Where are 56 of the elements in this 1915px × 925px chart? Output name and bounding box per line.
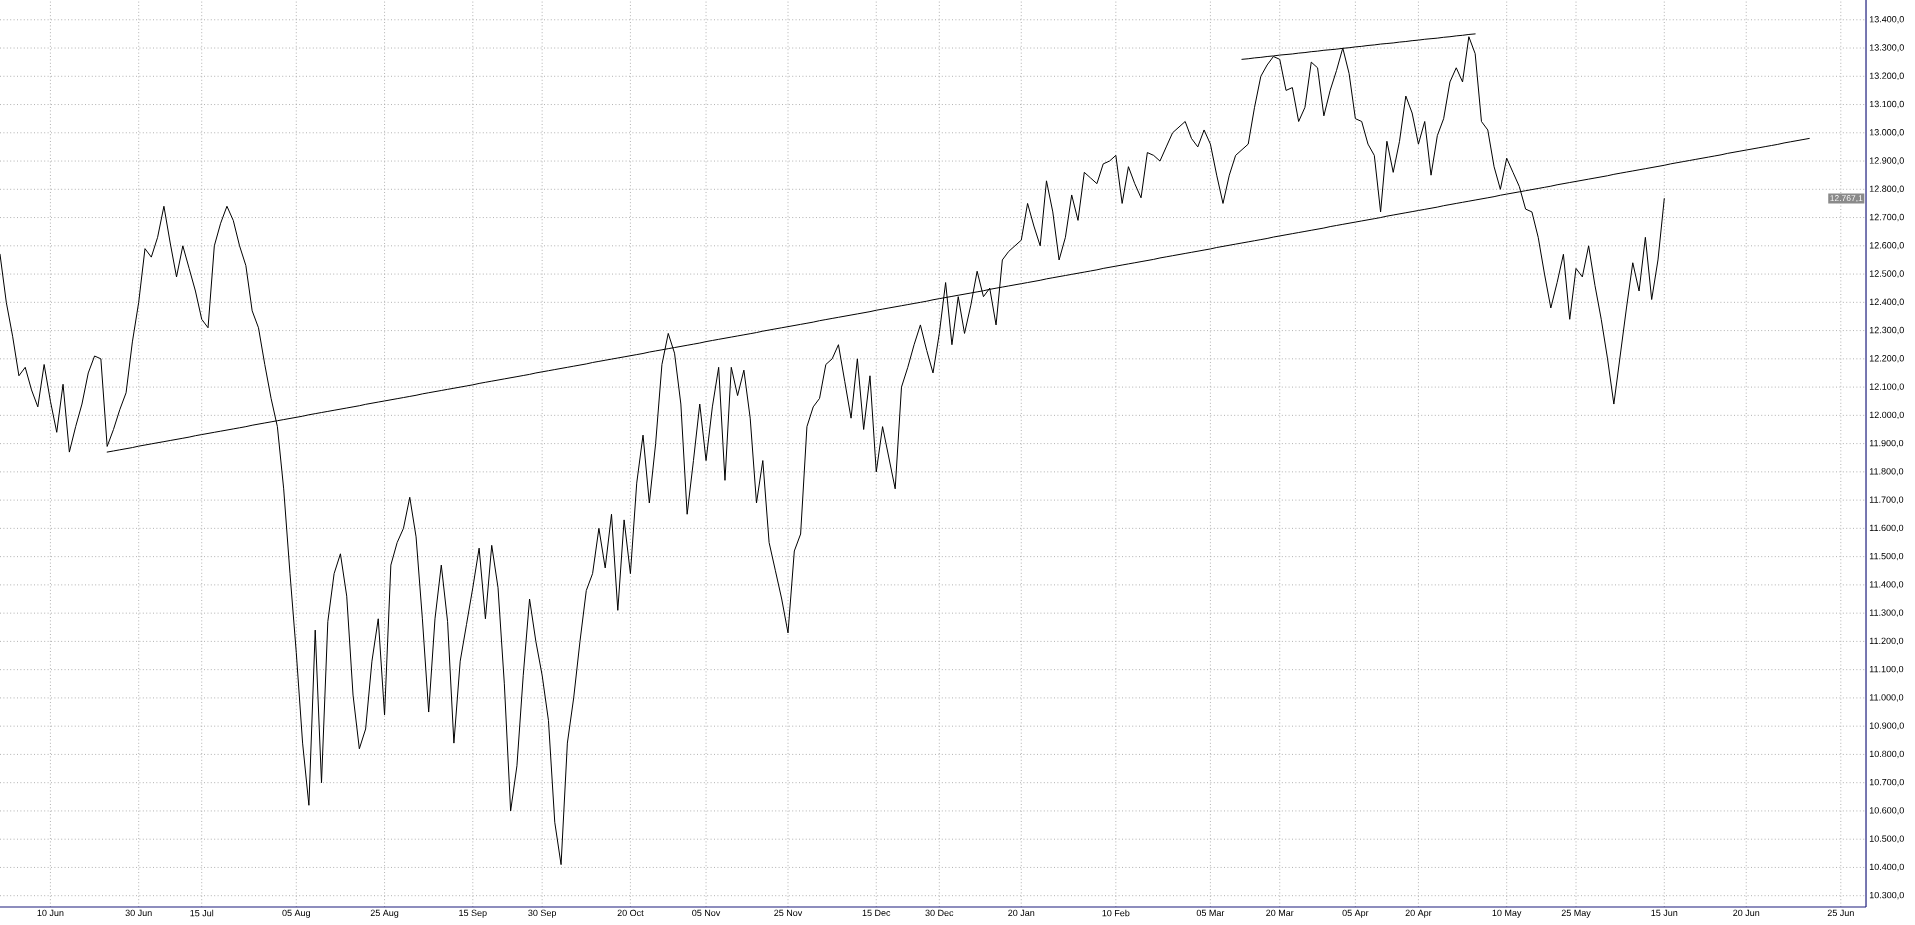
x-tick-label: 20 Jan	[1008, 909, 1035, 917]
x-tick-label: 10 Jun	[37, 909, 64, 917]
y-tick-label: 12.300,0	[1869, 326, 1904, 335]
y-tick-label: 11.000,0	[1869, 694, 1904, 702]
y-tick-label: 11.100,0	[1869, 665, 1904, 674]
y-tick-label: 11.300,0	[1869, 609, 1904, 617]
y-tick-label: 11.400,0	[1869, 581, 1904, 589]
y-tick-label: 11.600,0	[1869, 524, 1904, 533]
y-tick-label: 10.900,0	[1869, 722, 1904, 730]
x-tick-label: 20 Apr	[1405, 909, 1432, 918]
x-tick-label: 25 Nov	[774, 909, 803, 917]
x-tick-label: 20 Jun	[1733, 909, 1760, 917]
y-tick-label: 12.100,0	[1869, 383, 1904, 391]
x-tick-label: 15 Sep	[459, 909, 487, 918]
x-tick-label: 25 Aug	[370, 909, 399, 918]
x-tick-label: 30 Jun	[125, 909, 152, 917]
y-tick-label: 13.000,0	[1869, 129, 1904, 137]
y-tick-label: 11.500,0	[1869, 552, 1904, 561]
y-tick-label: 11.200,0	[1869, 637, 1904, 646]
x-tick-label: 15 Dec	[862, 909, 891, 916]
y-tick-label: 13.400,0	[1869, 16, 1904, 24]
x-tick-label: 20 Mar	[1266, 909, 1294, 917]
x-tick-label: 25 May	[1561, 909, 1591, 918]
x-tick-label: 10 May	[1492, 909, 1522, 918]
x-tick-label: 15 Jul	[190, 909, 214, 917]
x-tick-label: 15 Jun	[1651, 909, 1678, 916]
y-tick-label: 11.800,0	[1869, 468, 1904, 476]
annotation: 12.767,1	[1830, 195, 1863, 203]
y-tick-label: 12.800,0	[1869, 185, 1904, 194]
x-tick-label: 30 Dec	[925, 909, 954, 917]
y-tick-label: 12.400,0	[1869, 298, 1904, 307]
y-tick-label: 10.600,0	[1869, 807, 1904, 815]
y-tick-label: 11.900,0	[1869, 439, 1904, 448]
y-tick-label: 13.100,0	[1869, 100, 1904, 109]
y-tick-label: 10.300,0	[1869, 891, 1904, 900]
y-tick-label: 12.600,0	[1869, 242, 1904, 250]
y-tick-label: 11.700,0	[1869, 496, 1904, 504]
x-tick-label: 05 Aug	[282, 909, 310, 918]
y-tick-label: 12.200,0	[1869, 355, 1904, 363]
x-tick-label: 10 Feb	[1102, 909, 1130, 917]
y-tick-label: 13.200,0	[1869, 72, 1904, 80]
y-tick-label: 10.500,0	[1869, 835, 1904, 843]
y-tick-label: 10.700,0	[1869, 778, 1904, 787]
y-tick-label: 10.800,0	[1869, 750, 1904, 759]
y-tick-label: 12.900,0	[1869, 157, 1904, 165]
x-tick-label: 05 Apr	[1342, 909, 1369, 918]
x-tick-label: 20 Oct	[617, 909, 644, 917]
x-tick-label: 05 Nov	[692, 909, 721, 917]
x-tick-label: 05 Mar	[1196, 909, 1225, 917]
y-tick-label: 13.300,0	[1869, 44, 1904, 52]
x-tick-label: 25 Jun	[1827, 909, 1854, 917]
x-tick-label: 30 Sep	[528, 909, 557, 918]
y-tick-label: 12.000,0	[1869, 411, 1904, 420]
y-tick-label: 10.400,0	[1869, 863, 1904, 872]
y-tick-label: 12.500,0	[1869, 270, 1904, 278]
y-tick-label: 12.700,0	[1869, 213, 1904, 222]
